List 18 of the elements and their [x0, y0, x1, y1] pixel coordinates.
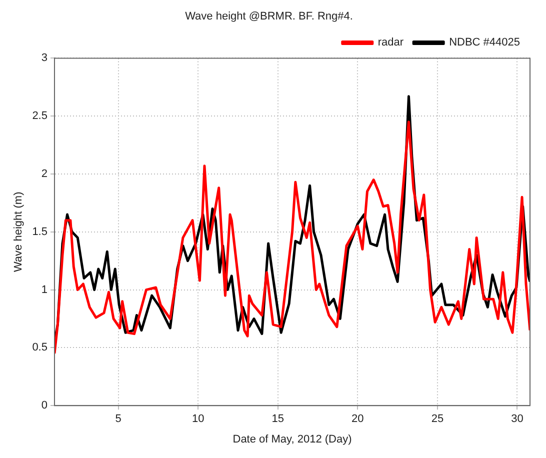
x-tick-label: 10 [192, 413, 204, 426]
x-tick-label: 30 [511, 413, 524, 426]
x-axis-title: Date of May, 2012 (Day) [232, 433, 352, 446]
legend-label: NDBC #44025 [449, 36, 520, 49]
x-tick-label: 5 [115, 413, 122, 426]
y-tick-label: 0 [41, 400, 48, 412]
y-tick-label: 1 [41, 284, 48, 296]
y-tick-label: 2 [41, 168, 48, 180]
y-axis-title: Wave height (m) [12, 192, 25, 272]
x-tick-label: 15 [272, 413, 284, 426]
x-tick-label: 20 [352, 413, 364, 426]
legend-label: radar [378, 36, 404, 49]
chart-title: Wave height @BRMR. BF. Rng#4. [185, 10, 353, 23]
y-tick-label: 2.5 [32, 110, 48, 122]
y-tick-label: 3 [41, 52, 48, 64]
y-tick-label: 0.5 [32, 342, 48, 354]
x-tick-label: 25 [431, 413, 444, 426]
y-tick-label: 1.5 [32, 226, 48, 238]
